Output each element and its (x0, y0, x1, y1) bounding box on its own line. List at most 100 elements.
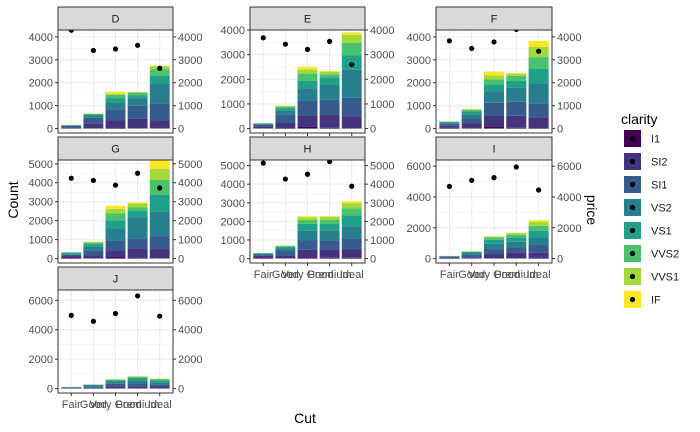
bar-segment-SI1 (341, 97, 362, 117)
bar-segment-VS2 (149, 84, 170, 104)
bar-segment-VVS1 (275, 245, 296, 247)
bar-segment-I1 (275, 127, 296, 129)
price-point (491, 175, 497, 181)
x-tick-label: Good (80, 399, 107, 411)
y2-tick-label: 2000 (557, 223, 581, 235)
price-point (112, 182, 119, 188)
bar-segment-IF (149, 159, 170, 169)
price-point (349, 183, 355, 189)
bar-segment-VS1 (83, 244, 104, 247)
bar-segment-VS2 (297, 88, 318, 101)
y-tick-label: 2000 (407, 223, 431, 235)
y2-tick-label: 5000 (178, 159, 202, 171)
x-tick-label: Fair (62, 399, 81, 411)
y2-tick-label: 4000 (370, 25, 394, 37)
bar-segment-SI1 (439, 123, 460, 126)
bar-segment-VVS1 (506, 233, 527, 235)
price-point (491, 39, 497, 45)
bar-segment-VS1 (506, 237, 527, 242)
y-tick-label: 0 (47, 384, 53, 396)
facet-strip-label: I (492, 144, 495, 156)
bar-segment-VS1 (105, 220, 126, 229)
bar-segment-SI2 (439, 257, 460, 259)
y-tick-label: 2000 (29, 78, 53, 90)
bar-segment-VS2 (506, 87, 527, 102)
y-tick-label: 2000 (221, 216, 245, 228)
bar-segment-I1 (297, 257, 318, 259)
facet-F: F 0 1000 2000 3000 4000 0 1000 2000 3000 4000 (407, 6, 581, 136)
y2-tick-label: 1000 (178, 235, 202, 247)
price-point (282, 176, 288, 182)
bar-segment-VVS2 (297, 220, 318, 224)
bar-segment-SI2 (461, 257, 482, 259)
legend-label-I1: I1 (651, 134, 660, 146)
bar-segment-SI1 (319, 99, 340, 116)
facet-strip-label: J (113, 274, 119, 286)
price-point (90, 177, 96, 184)
bar-segment-SI2 (297, 249, 318, 258)
price-point (135, 170, 141, 176)
y-tick-label: 4000 (407, 32, 431, 44)
price-point (260, 160, 266, 166)
legend-key-point (629, 250, 636, 257)
bar-segment-SI1 (105, 383, 126, 387)
bar-segment-VVS1 (461, 109, 482, 111)
y-tick-label: 0 (47, 124, 53, 136)
bar-segment-I1 (297, 126, 318, 129)
y2-tick-label: 2000 (557, 78, 581, 90)
facet-strip (435, 136, 553, 161)
x-tick-label: Very Good (282, 269, 334, 281)
y2-tick-label: 0 (557, 124, 563, 136)
bar-segment-SI2 (149, 120, 170, 129)
y2-tick-label: 3000 (178, 197, 202, 209)
price-point (135, 42, 141, 48)
bar-segment-VVS2 (127, 376, 148, 378)
y-tick-label: 5000 (29, 159, 53, 171)
y2-tick-label: 4000 (557, 192, 581, 204)
bar-segment-SI1 (506, 101, 527, 116)
y-tick-label: 0 (47, 254, 53, 266)
bar-segment-IF (528, 220, 549, 223)
bar-segment-VVS1 (83, 241, 104, 243)
bar-segment-VS1 (341, 215, 362, 227)
bar-segment-I1 (319, 257, 340, 259)
price-point (469, 45, 475, 52)
facet-strip-label: D (112, 14, 120, 26)
y-tick-label: 5000 (221, 161, 245, 173)
bar-segment-IF (319, 216, 340, 217)
y-tick-label: 4000 (29, 32, 53, 44)
y-tick-label: 3000 (221, 50, 245, 62)
y2-tick-label: 6000 (178, 295, 202, 307)
bar-segment-SI2 (127, 248, 148, 258)
bar-segment-VS1 (105, 98, 126, 103)
bar-segment-IF (105, 205, 126, 209)
y2-tick-label: 4000 (370, 179, 394, 191)
bar-segment-SI2 (506, 115, 527, 128)
y2-tick-label: 2000 (178, 354, 202, 366)
facet-strip (57, 6, 174, 31)
facet-strip (249, 136, 366, 161)
legend-key-point (629, 227, 636, 234)
facet-strip (435, 6, 553, 31)
bar-segment-I1 (528, 127, 549, 129)
bar-segment-VVS2 (275, 246, 296, 247)
y2-axis-title: price (584, 195, 600, 226)
bar-segment-SI1 (461, 118, 482, 124)
y2-tick-label: 3000 (370, 198, 394, 210)
price-point (446, 183, 452, 190)
bar-segment-SI1 (275, 114, 296, 124)
y2-tick-label: 0 (178, 124, 184, 136)
x-tick-label: Premium (116, 399, 160, 411)
legend-label-IF: IF (651, 295, 661, 307)
bar-segment-SI2 (253, 126, 274, 129)
bar-segment-SI2 (83, 255, 104, 259)
bar-segment-SI2 (341, 116, 362, 129)
bar-segment-VVS2 (297, 73, 318, 81)
x-tick-label: Ideal (340, 269, 364, 281)
legend: clarity I1 SI2 SI1 VS2 VS1 VVS2 VVS1 IF (621, 111, 679, 308)
bar-segment-SI1 (461, 254, 482, 258)
bar-segment-VS1 (275, 108, 296, 111)
x-tick-label: Ideal (527, 269, 551, 281)
bar-segment-SI1 (275, 250, 296, 256)
bar-segment-VS2 (253, 123, 274, 125)
